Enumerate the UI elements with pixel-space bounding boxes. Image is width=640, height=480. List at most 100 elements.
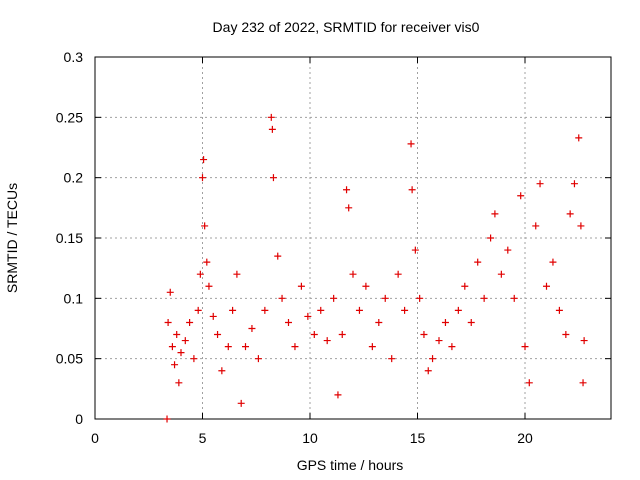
data-point [480, 294, 488, 302]
data-point [201, 222, 209, 230]
data-point [267, 113, 275, 121]
x-tick-label: 5 [199, 430, 207, 446]
data-point [164, 318, 172, 326]
data-point [407, 140, 415, 148]
data-point [420, 331, 428, 339]
x-tick-label: 20 [517, 430, 533, 446]
data-point [171, 361, 179, 369]
data-point [543, 282, 550, 290]
data-point [190, 355, 198, 363]
data-point [194, 306, 202, 314]
data-point [186, 318, 194, 326]
data-point [461, 282, 469, 290]
data-point [555, 306, 563, 314]
y-tick-label: 0 [75, 411, 83, 427]
data-point [338, 331, 346, 339]
data-point [575, 134, 583, 142]
data-point [285, 318, 292, 326]
data-point [269, 174, 277, 182]
data-point [580, 337, 588, 345]
data-point [205, 282, 213, 290]
data-point [330, 294, 338, 302]
data-point [173, 331, 181, 339]
data-point [248, 325, 256, 332]
data-point [218, 367, 226, 375]
y-tick-label: 0.1 [64, 290, 84, 306]
data-point [310, 331, 318, 339]
data-point [562, 331, 570, 339]
data-point [381, 294, 389, 302]
data-point [343, 186, 351, 194]
data-point [424, 367, 432, 375]
data-point [517, 192, 525, 200]
data-point [237, 399, 245, 407]
y-tick-label: 0.15 [56, 230, 83, 246]
data-point [177, 349, 185, 357]
data-point [566, 210, 574, 218]
data-point [441, 318, 449, 326]
grid [95, 57, 611, 419]
data-point [362, 282, 370, 290]
data-point [304, 312, 312, 320]
data-point [454, 306, 462, 314]
y-tick-label: 0.2 [64, 170, 84, 186]
y-tick-label: 0.25 [56, 109, 83, 125]
data-point [448, 343, 456, 351]
data-point [487, 234, 495, 242]
data-points [163, 113, 588, 423]
data-point [388, 355, 396, 363]
data-point [401, 306, 409, 314]
data-point [200, 156, 208, 164]
data-point [334, 391, 342, 399]
data-point [278, 294, 286, 302]
data-point [163, 415, 171, 423]
data-point [297, 282, 305, 290]
data-point [536, 180, 544, 188]
y-axis: 0 0.05 0.1 0.15 0.2 0.25 0.3 [56, 49, 611, 427]
data-point [268, 125, 276, 133]
x-tick-label: 10 [302, 430, 318, 446]
data-point [175, 379, 183, 387]
data-point [349, 270, 357, 278]
data-point [577, 222, 585, 230]
data-point [229, 306, 237, 314]
data-point [549, 258, 557, 266]
data-point [214, 331, 222, 339]
data-point [474, 258, 482, 266]
data-point [429, 355, 437, 363]
data-point [579, 379, 587, 387]
data-point [416, 294, 424, 302]
data-point [203, 258, 211, 266]
data-point [435, 337, 443, 345]
data-point [274, 252, 282, 260]
data-point [411, 246, 419, 254]
data-point [394, 270, 402, 278]
data-point [532, 222, 540, 230]
data-point [181, 337, 189, 345]
data-point [467, 318, 475, 326]
y-tick-label: 0.05 [56, 351, 83, 367]
x-axis-label: GPS time / hours [297, 457, 404, 473]
data-point [199, 174, 206, 182]
data-point [510, 294, 518, 302]
data-point [368, 343, 376, 351]
x-tick-label: 0 [91, 430, 99, 446]
data-point [491, 210, 499, 218]
data-point [570, 180, 578, 188]
data-point [291, 343, 299, 351]
data-point [521, 343, 529, 351]
data-point [166, 288, 174, 296]
data-point [323, 337, 331, 345]
data-point [497, 270, 505, 278]
data-point [168, 343, 176, 351]
chart-title: Day 232 of 2022, SRMTID for receiver vis… [213, 19, 480, 35]
x-axis: 0 5 10 15 20 [91, 57, 533, 446]
y-tick-label: 0.3 [64, 49, 84, 65]
data-point [525, 379, 533, 387]
data-point [317, 306, 325, 314]
data-point [375, 318, 383, 326]
data-point [408, 186, 416, 194]
data-point [261, 306, 269, 314]
data-point [504, 246, 512, 254]
